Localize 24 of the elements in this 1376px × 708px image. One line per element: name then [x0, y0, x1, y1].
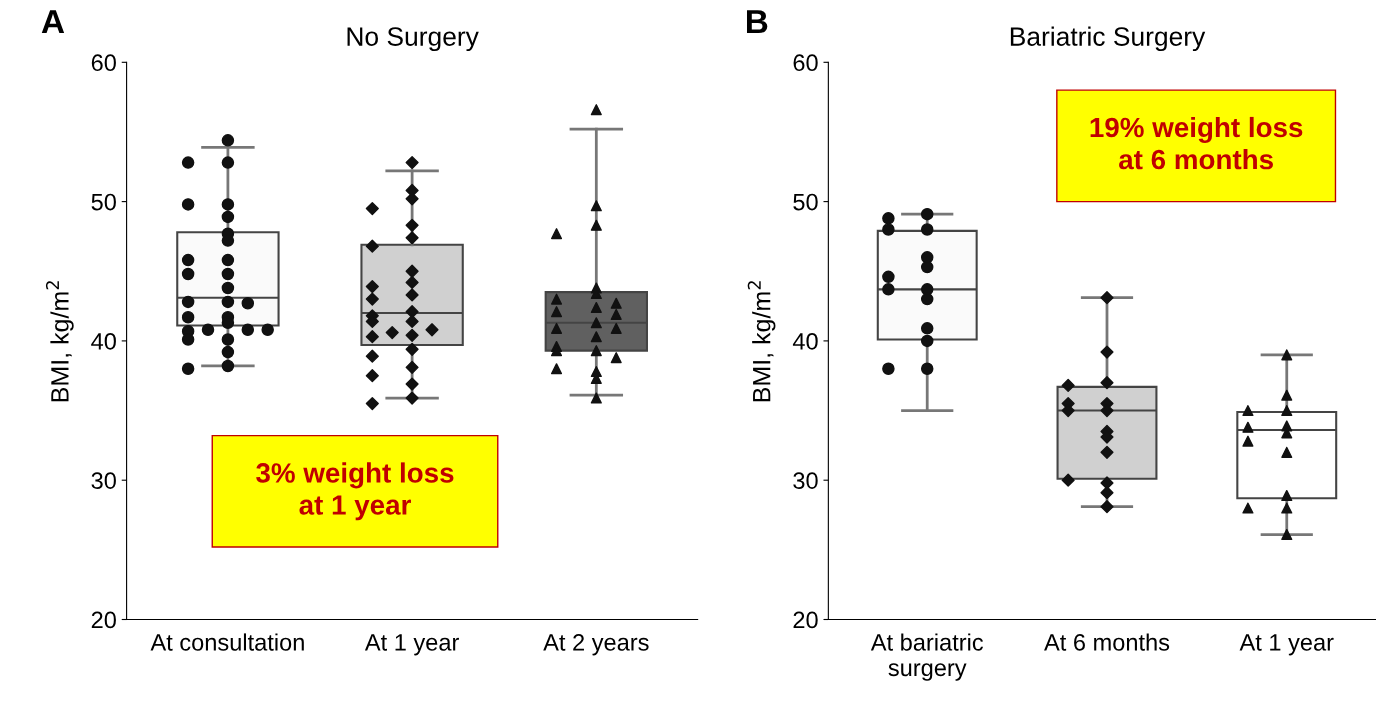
y-tick-label: 30: [91, 472, 116, 489]
x-tick-label: At 6 months: [1044, 633, 1170, 651]
annotation: 19% weight loss at 6 months: [1090, 116, 1303, 170]
y-tick-label: 20: [793, 611, 818, 629]
y-tick-label: 60: [91, 54, 116, 72]
y-axis-title: BMI, kg/m$^{2}$: [45, 281, 74, 402]
x-tick-label: At consultation: [150, 633, 304, 651]
y-tick-label: 50: [793, 193, 818, 211]
x-tick-label: At 1 year: [1239, 634, 1334, 656]
chart-title: Bariatric Surgery: [1010, 26, 1206, 52]
annotation: 3% weight loss at 1 year: [256, 462, 454, 521]
x-tick-label: At bariatric surgery: [870, 633, 984, 681]
y-tick-label: 60: [793, 54, 818, 72]
chart-title: No Surgery: [347, 27, 479, 52]
x-tick-label: At 2 years: [543, 634, 649, 656]
x-tick-label: At 1 year: [364, 634, 459, 656]
y-tick-label: 40: [792, 332, 818, 350]
y-tick-label: 50: [91, 193, 116, 211]
y-axis-title: BMI, kg/m$^{2}$: [747, 281, 776, 402]
y-tick-label: 20: [91, 611, 116, 629]
text: B: [746, 10, 768, 34]
y-tick-label: 30: [793, 472, 818, 489]
y-tick-label: 40: [91, 332, 116, 350]
text: A: [41, 10, 65, 34]
